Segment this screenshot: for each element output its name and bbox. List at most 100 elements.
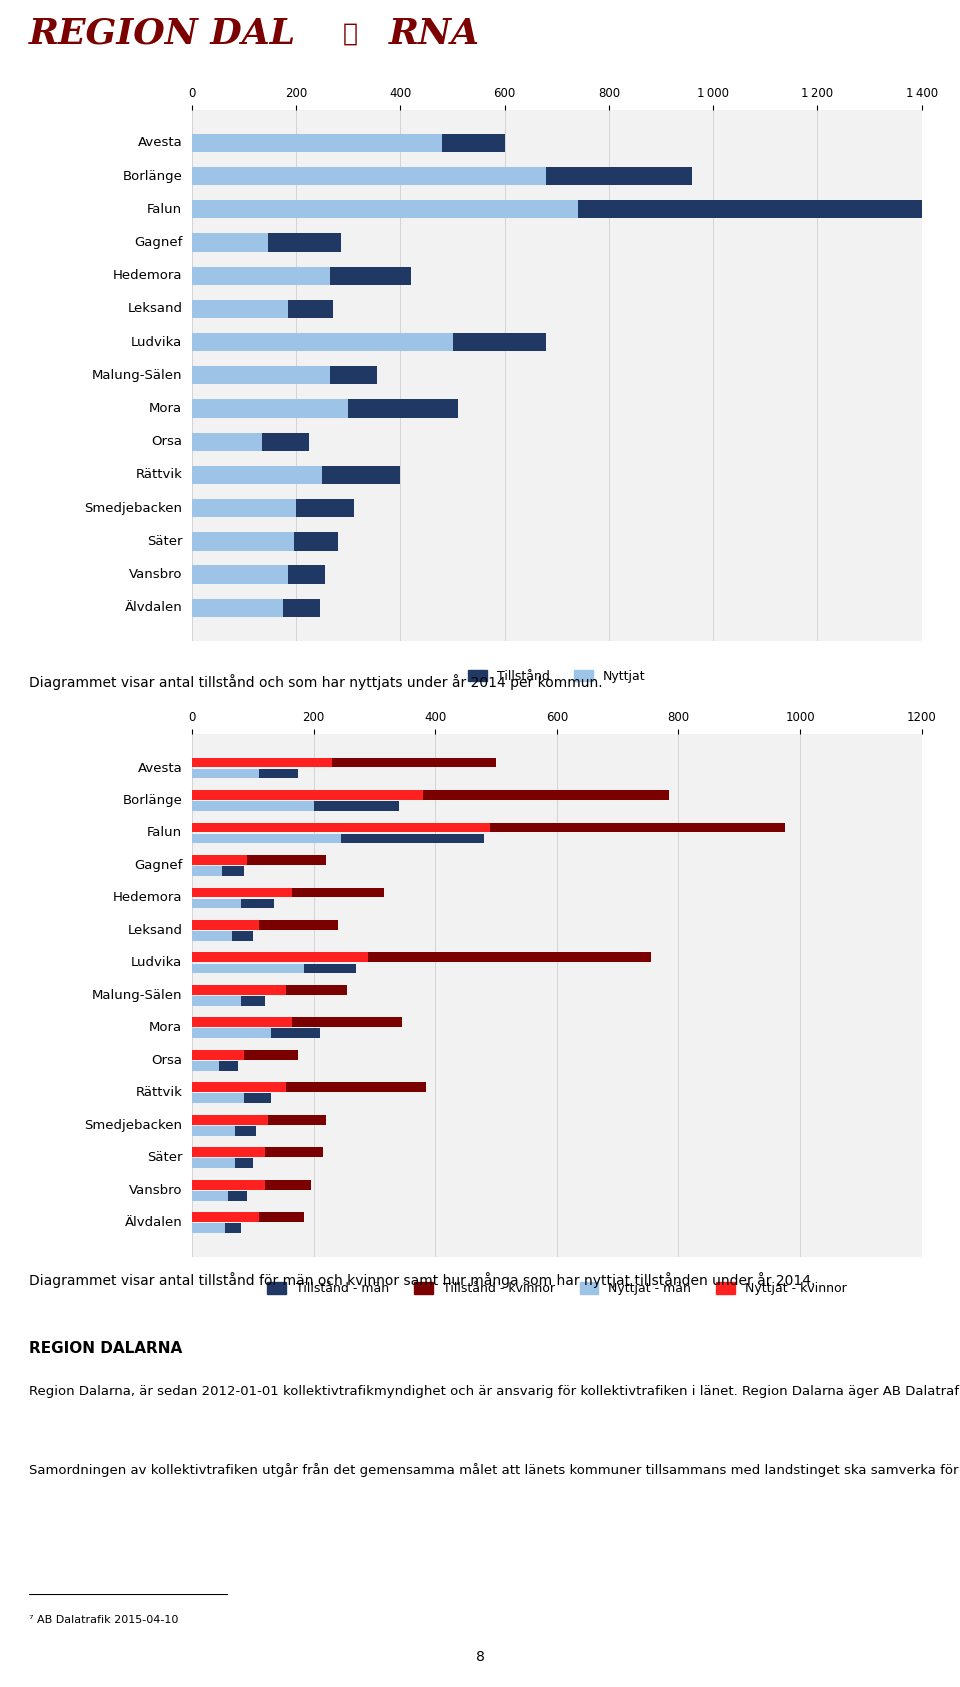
Bar [452, 332, 546, 351]
Bar [314, 801, 398, 811]
Bar [192, 1029, 271, 1038]
Bar [192, 1083, 286, 1091]
Bar [192, 300, 288, 319]
Bar [192, 466, 323, 484]
Bar [192, 963, 304, 973]
Bar [192, 995, 241, 1005]
Bar [228, 1191, 247, 1201]
Bar [369, 953, 651, 962]
Bar [286, 985, 348, 995]
Text: REGION DALARNA: REGION DALARNA [29, 1341, 182, 1356]
Bar [332, 757, 496, 768]
Bar [192, 1159, 234, 1167]
Bar [259, 1213, 304, 1221]
Bar [294, 531, 338, 550]
Bar [259, 769, 299, 778]
Bar [578, 201, 922, 219]
Bar [546, 167, 692, 186]
Text: Region Dalarna, är sedan 2012-01-01 kollektivtrafikmyndighet och är ansvarig för: Region Dalarna, är sedan 2012-01-01 koll… [29, 1385, 960, 1399]
Bar [283, 599, 320, 617]
Text: 8: 8 [475, 1650, 485, 1663]
Bar [323, 466, 400, 484]
Bar [192, 167, 546, 186]
Bar [192, 599, 283, 617]
Bar [192, 953, 369, 962]
Bar [288, 300, 333, 319]
Bar [192, 1213, 259, 1221]
Bar [192, 1017, 292, 1027]
Bar [219, 1061, 238, 1071]
Bar [192, 531, 294, 550]
Text: ⁷ AB Dalatrafik 2015-04-10: ⁷ AB Dalatrafik 2015-04-10 [29, 1614, 179, 1625]
Bar [192, 400, 348, 418]
Bar [292, 887, 383, 897]
Bar [192, 499, 297, 518]
Bar [265, 1179, 311, 1189]
Bar [330, 366, 377, 385]
Bar [241, 995, 265, 1005]
Bar [244, 1093, 271, 1103]
Bar [262, 432, 309, 450]
Bar [304, 963, 356, 973]
Bar [297, 499, 353, 518]
Bar [192, 1125, 234, 1135]
Bar [223, 865, 244, 876]
Bar [192, 1115, 268, 1125]
Legend: Tillstånd - män, Tillstånd - kvinnor, Nyttjat - män, Nyttjat - kvinnor: Tillstånd - män, Tillstånd - kvinnor, Ny… [262, 1277, 852, 1301]
Bar [330, 267, 411, 285]
Bar [192, 1191, 228, 1201]
Bar [192, 1049, 244, 1059]
Bar [490, 823, 784, 832]
Bar [192, 757, 332, 768]
Bar [192, 332, 452, 351]
Bar [192, 1223, 226, 1233]
Bar [423, 790, 669, 800]
Bar [192, 1147, 265, 1157]
Bar [192, 565, 288, 584]
Bar [247, 855, 325, 865]
Bar [288, 565, 324, 584]
Bar [192, 899, 241, 908]
Bar [192, 233, 268, 251]
Bar [192, 790, 423, 800]
Bar [259, 919, 338, 930]
Text: 🐎: 🐎 [343, 22, 358, 46]
Bar [192, 823, 490, 832]
Bar [268, 233, 341, 251]
Bar [231, 931, 252, 941]
Bar [241, 899, 275, 908]
Bar [443, 133, 505, 152]
Bar [192, 366, 330, 385]
Bar [192, 1061, 219, 1071]
Text: Samordningen av kollektivtrafiken utgår från det gemensamma målet att länets kom: Samordningen av kollektivtrafiken utgår … [29, 1464, 960, 1478]
Bar [192, 201, 578, 219]
Text: Diagrammet visar antal tillstånd och som har nyttjats under år 2014 per kommun.: Diagrammet visar antal tillstånd och som… [29, 673, 603, 690]
Text: RNA: RNA [389, 17, 480, 51]
Bar [192, 1179, 265, 1189]
Bar [234, 1125, 255, 1135]
Bar [192, 769, 259, 778]
Bar [234, 1159, 252, 1167]
Bar [192, 267, 330, 285]
Bar [244, 1049, 299, 1059]
Legend: Tillstånd, Nyttjat: Tillstånd, Nyttjat [463, 665, 651, 688]
Text: REGION DAL: REGION DAL [29, 17, 296, 51]
Bar [192, 985, 286, 995]
Bar [192, 833, 341, 844]
Bar [292, 1017, 401, 1027]
Text: Diagrammet visar antal tillstånd för män och kvinnor samt hur många som har nytt: Diagrammet visar antal tillstånd för män… [29, 1272, 815, 1287]
Bar [192, 801, 314, 811]
Bar [192, 887, 292, 897]
Bar [286, 1083, 426, 1091]
Bar [192, 1093, 244, 1103]
Bar [268, 1115, 325, 1125]
Bar [341, 833, 484, 844]
Bar [192, 919, 259, 930]
Bar [348, 400, 458, 418]
Bar [192, 865, 223, 876]
Bar [265, 1147, 323, 1157]
Bar [192, 133, 443, 152]
Bar [271, 1029, 320, 1038]
Bar [192, 855, 247, 865]
Bar [192, 931, 231, 941]
